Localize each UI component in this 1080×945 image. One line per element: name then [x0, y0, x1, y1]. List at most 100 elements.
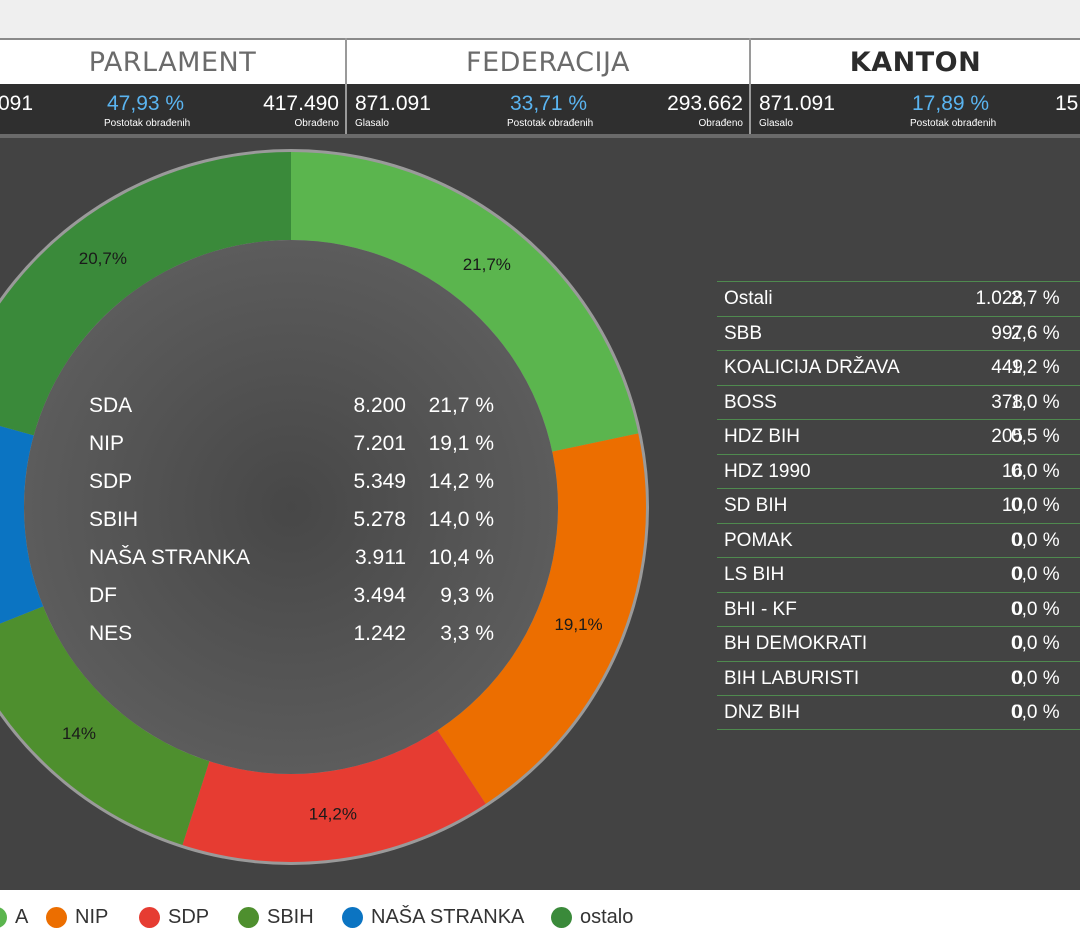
- tab-kanton[interactable]: KANTON: [751, 38, 1080, 84]
- party-votes: 0: [1012, 529, 1023, 551]
- party-votes: 0: [1012, 702, 1023, 723]
- percent-processed-value: 33,71 %: [510, 92, 588, 115]
- center-party-percent: 21,7 %: [428, 394, 494, 417]
- party-votes: 10: [1001, 495, 1023, 516]
- party-votes: 16: [1001, 460, 1023, 482]
- center-party-votes: 8.200: [353, 394, 406, 417]
- party-name: HDZ 1990: [724, 460, 811, 482]
- party-percent: 0,5 %: [1011, 426, 1060, 447]
- center-party-percent: 14,2 %: [428, 470, 494, 493]
- party-votes: 0: [1012, 598, 1023, 620]
- legend-swatch: [238, 907, 259, 928]
- legend-swatch: [0, 907, 7, 928]
- tab-federacija[interactable]: FEDERACIJA: [347, 38, 749, 84]
- processed-value: 417.490: [263, 92, 339, 115]
- table-row: BOSS 378 1,0 %: [717, 384, 1080, 420]
- party-votes: 0: [1012, 667, 1023, 689]
- stats-kanton: 871.091 Glasalo 17,89 % Postotak obrađen…: [751, 84, 1080, 134]
- legend-item[interactable]: A: [0, 906, 28, 929]
- center-party-name: NES: [89, 622, 133, 645]
- party-votes: 0: [1012, 633, 1023, 654]
- table-row: KOALICIJA DRŽAVA 449 1,2 %: [717, 350, 1080, 385]
- legend-item[interactable]: SDP: [139, 906, 209, 929]
- party-name: SBB: [724, 322, 763, 344]
- party-percent: 0,0 %: [1011, 598, 1060, 620]
- donut-slice[interactable]: [0, 152, 291, 436]
- legend-item[interactable]: NAŠA STRANKA: [342, 906, 524, 929]
- center-party-percent: 10,4 %: [428, 546, 494, 569]
- party-name: BHI - KF: [724, 598, 797, 620]
- table-row: SBB 997 2,6 %: [717, 315, 1080, 351]
- percent-processed-caption: Postotak obrađenih: [104, 118, 191, 129]
- legend-swatch: [139, 907, 160, 928]
- party-percent: 0,0 %: [1011, 495, 1060, 516]
- party-percent: 0,0 %: [1011, 564, 1060, 585]
- legend-item[interactable]: SBIH: [238, 906, 314, 929]
- party-name: HDZ BIH: [724, 426, 800, 447]
- legend-item[interactable]: ostalo: [551, 906, 633, 929]
- table-row: BIH LABURISTI 0 0,0 %: [717, 660, 1080, 696]
- legend-swatch: [551, 907, 572, 928]
- other-results-table: Ostali 1.028 2,7 % SBB 997 2,6 % KOALICIJA DRŽ…: [717, 281, 1080, 730]
- party-name: BH DEMOKRATI: [724, 633, 868, 654]
- table-row: BH DEMOKRATI 0 0,0 %: [717, 626, 1080, 661]
- legend-label: SBIH: [267, 906, 314, 928]
- table-row: HDZ 1990 16 0,0 %: [717, 453, 1080, 489]
- donut-slice[interactable]: [182, 730, 486, 862]
- percent-processed-value: 17,89 %: [912, 92, 990, 115]
- party-percent: 0,0 %: [1011, 460, 1060, 482]
- voters-value: 091: [0, 92, 34, 115]
- slice-label: 21,7%: [463, 255, 511, 274]
- donut-chart: 21,7%19,1%14,2%14%%20,7%: [0, 149, 649, 865]
- center-party-votes: 1.242: [353, 622, 406, 645]
- center-party-name: NAŠA STRANKA: [89, 546, 251, 569]
- table-row: SD BIH 10 0,0 %: [717, 488, 1080, 523]
- center-party-name: SDP: [89, 470, 133, 493]
- party-name: BOSS: [724, 391, 777, 413]
- party-percent: 0,0 %: [1011, 529, 1060, 551]
- center-party-name: SDA: [89, 394, 133, 417]
- party-name: BIH LABURISTI: [724, 667, 860, 689]
- processed-caption: Obrađeno: [294, 118, 339, 129]
- party-percent: 2,6 %: [1011, 322, 1060, 344]
- stats-parlament: 091 47,93 % Postotak obrađenih 417.490 O…: [0, 84, 345, 134]
- chart-legend: A NIP SDP SBIH NAŠA STRANKA ostalo: [0, 890, 1080, 945]
- legend-label: A: [15, 906, 29, 928]
- center-party-votes: 5.278: [353, 508, 406, 531]
- party-votes: 449: [991, 357, 1023, 378]
- center-party-percent: 19,1 %: [428, 432, 494, 455]
- voters-caption: Glasalo: [355, 118, 389, 129]
- slice-label: 20,7%: [79, 249, 127, 268]
- donut-slice-labels: 21,7%19,1%14,2%14%%20,7%: [62, 249, 603, 824]
- legend-label: NAŠA STRANKA: [371, 906, 525, 928]
- legend-swatch: [46, 907, 67, 928]
- party-name: DNZ BIH: [724, 702, 800, 723]
- legend-label: SDP: [168, 906, 210, 928]
- percent-processed-caption: Postotak obrađenih: [507, 118, 594, 129]
- donut-slice[interactable]: [291, 152, 639, 452]
- center-party-name: DF: [89, 584, 117, 607]
- party-votes: 0: [1012, 564, 1023, 585]
- results-panel: 21,7%19,1%14,2%14%%20,7% SDA 8.200 21,7 % N…: [0, 134, 1080, 890]
- percent-processed-value: 47,93 %: [107, 92, 185, 115]
- center-party-votes: 7.201: [353, 432, 406, 455]
- voters-caption: Glasalo: [759, 118, 793, 129]
- donut-slice[interactable]: [0, 606, 210, 846]
- party-name: SD BIH: [724, 495, 788, 516]
- tab-parlament[interactable]: PARLAMENT: [0, 38, 345, 84]
- top-bar: [0, 0, 1080, 38]
- table-row: BHI - KF 0 0,0 %: [717, 591, 1080, 627]
- party-name: Ostali: [724, 288, 773, 309]
- table-row: DNZ BIH 0 0,0 %: [717, 695, 1080, 730]
- donut-slice[interactable]: [437, 433, 646, 804]
- donut-center: [24, 240, 558, 774]
- party-percent: 0,0 %: [1011, 702, 1060, 723]
- donut-slice[interactable]: [0, 412, 44, 639]
- processed-value: 15: [1055, 92, 1079, 115]
- legend-label: ostalo: [580, 906, 634, 928]
- legend-item[interactable]: NIP: [46, 906, 108, 929]
- center-party-percent: 3,3 %: [440, 622, 494, 645]
- table-row: LS BIH 0 0,0 %: [717, 557, 1080, 592]
- party-percent: 1,2 %: [1011, 357, 1060, 378]
- stats-federacija: 871.091 Glasalo 33,71 % Postotak obrađen…: [347, 84, 749, 134]
